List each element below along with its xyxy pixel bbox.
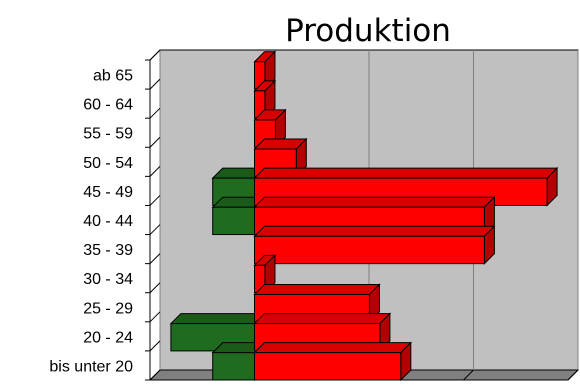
- y-tick-depth: [149, 340, 161, 352]
- category-label: 40 - 44: [83, 213, 133, 230]
- category-label: bis unter 20: [49, 358, 133, 375]
- category-label: 25 - 29: [83, 300, 133, 317]
- category-label: 50 - 54: [83, 155, 133, 172]
- category-label: 35 - 39: [83, 242, 133, 259]
- category-label: 55 - 59: [83, 126, 133, 143]
- bar-right-0: [253, 50, 277, 91]
- bar-right-7: [253, 254, 277, 294]
- floor-gridline: [463, 369, 474, 381]
- y-tick-depth: [149, 78, 161, 90]
- bar-right-10: [253, 341, 413, 382]
- y-tick-depth: [149, 253, 161, 264]
- y-tick-depth: [149, 224, 161, 235]
- y-tick-depth: [149, 282, 161, 294]
- y-tick-depth: [149, 195, 161, 206]
- category-label: ab 65: [93, 68, 133, 85]
- y-tick-depth: [149, 136, 161, 148]
- category-label: 60 - 64: [83, 97, 133, 114]
- bars: [169, 50, 559, 382]
- bar-right-1: [253, 79, 277, 120]
- y-tick-depth: [149, 49, 161, 61]
- chart-title: Produktion: [285, 13, 451, 49]
- y-tick-depth: [149, 166, 161, 177]
- category-label: 20 - 24: [83, 329, 133, 346]
- category-labels: ab 65 60 - 64 55 - 59 50 - 54 45 - 49 40 - 44…: [49, 68, 133, 376]
- bar-right-2: [253, 108, 287, 149]
- y-tick-depth: [149, 107, 161, 119]
- bar-right-4: [253, 166, 559, 207]
- bar-right-6: [253, 225, 496, 265]
- category-label: 30 - 34: [83, 271, 133, 288]
- y-tick-depth: [149, 369, 161, 381]
- y-tick-depth: [149, 311, 161, 323]
- floor-gridline: [567, 369, 579, 381]
- category-label: 45 - 49: [83, 184, 133, 201]
